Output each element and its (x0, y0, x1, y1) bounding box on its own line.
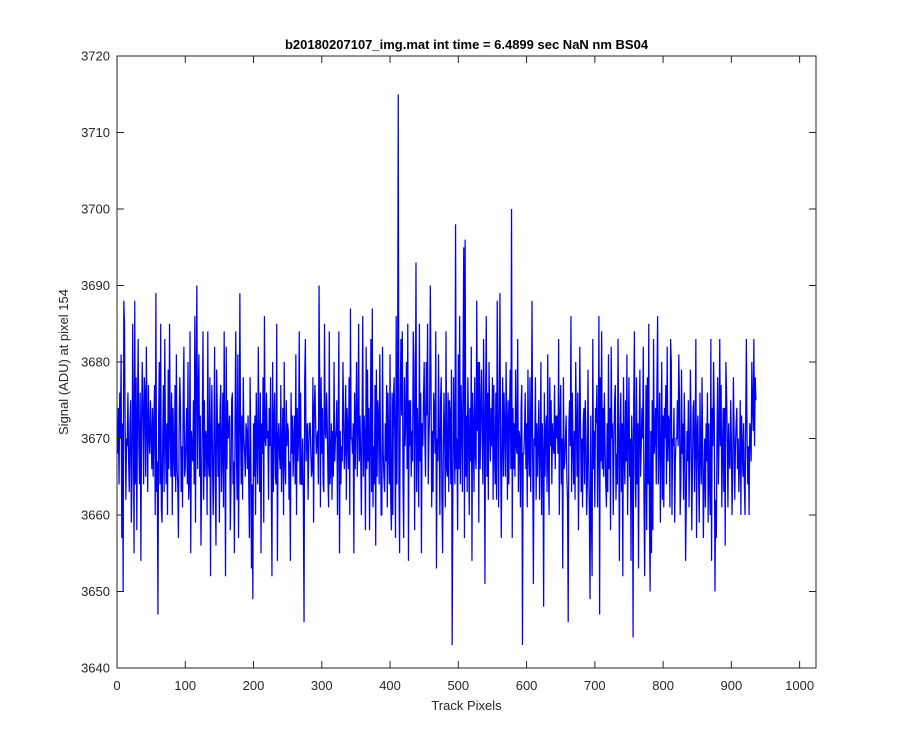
x-tick-label: 800 (652, 678, 674, 693)
x-tick-label: 600 (516, 678, 538, 693)
axes-box (116, 55, 817, 669)
x-tick-label: 300 (311, 678, 333, 693)
x-tick-label: 200 (243, 678, 265, 693)
y-tick-label: 3640 (81, 661, 110, 676)
series-line-1 (117, 94, 757, 646)
y-tick-label: 3670 (81, 431, 110, 446)
y-tick-label: 3660 (81, 508, 110, 523)
y-tick-label: 3700 (81, 202, 110, 217)
y-tick-label: 3720 (81, 49, 110, 64)
x-tick-label: 0 (113, 678, 120, 693)
x-tick-label: 100 (174, 678, 196, 693)
y-tick-label: 3710 (81, 125, 110, 140)
y-tick-label: 3680 (81, 355, 110, 370)
y-axis-label: Signal (ADU) at pixel 154 (56, 289, 71, 435)
x-tick-label: 400 (379, 678, 401, 693)
y-tick-label: 3650 (81, 584, 110, 599)
y-tick-label: 3690 (81, 278, 110, 293)
plot-area (117, 56, 816, 668)
x-axis-label: Track Pixels (431, 698, 502, 713)
x-tick-label: 500 (447, 678, 469, 693)
data-layer (117, 94, 757, 646)
x-tick-label: 900 (721, 678, 743, 693)
tick-layer: 0 100 200 300 400 500 600 700 800 900 1000 3640 3650… (81, 49, 816, 693)
x-tick-label: 1000 (785, 678, 814, 693)
chart-title: b20180207107_img.mat int time = 6.4899 s… (285, 37, 649, 52)
x-tick-label: 700 (584, 678, 606, 693)
